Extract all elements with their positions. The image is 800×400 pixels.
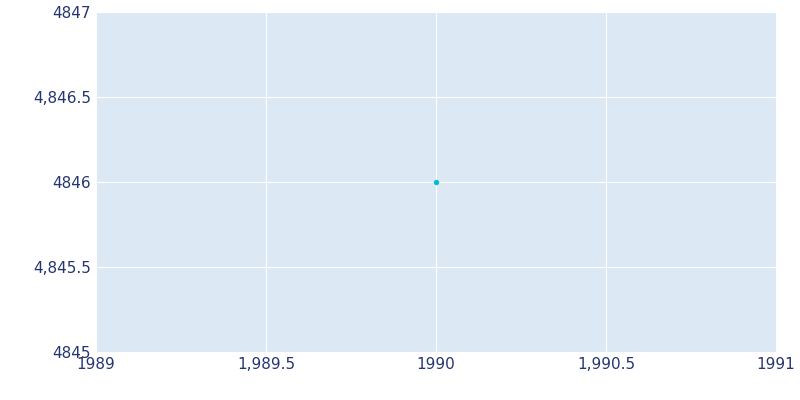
Point: [430, 179, 442, 185]
